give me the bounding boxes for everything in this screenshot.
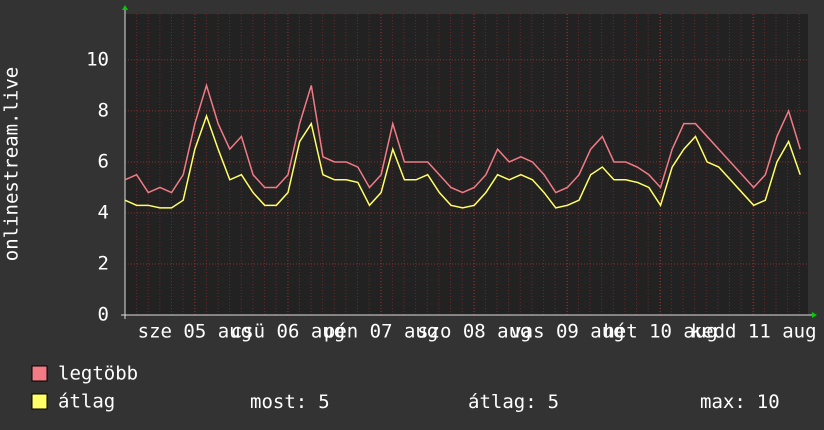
x-tick-label: szo 08 aug xyxy=(417,321,531,343)
plot-area xyxy=(125,14,808,315)
stat: max: 10 xyxy=(700,391,780,413)
y-tick-label: 0 xyxy=(98,304,109,326)
x-tick-label: pén 07 aug xyxy=(324,321,438,343)
legend-label: legtöbb xyxy=(58,363,138,385)
y-tick-label: 2 xyxy=(98,252,109,274)
x-tick-label: csü 06 aug xyxy=(231,321,345,343)
stat: átlag: 5 xyxy=(468,391,559,413)
stat-label: most: xyxy=(250,391,307,413)
stat-value: 5 xyxy=(318,391,329,413)
stat-value: 5 xyxy=(548,391,559,413)
legend-swatch xyxy=(31,365,48,382)
y-tick-label: 10 xyxy=(86,48,109,70)
stat: most: 5 xyxy=(250,391,330,413)
axis-arrow xyxy=(812,312,817,318)
x-tick-label: kedd 11 aug xyxy=(691,321,817,343)
y-tick-label: 8 xyxy=(98,99,109,121)
x-tick-label: vas 09 aug xyxy=(510,321,624,343)
axis-arrow xyxy=(122,5,128,10)
legend-label: átlag xyxy=(58,391,115,413)
x-tick-label: sze 05 aug xyxy=(138,321,252,343)
x-tick-label: hét 10 aug xyxy=(603,321,717,343)
y-tick-label: 4 xyxy=(98,201,109,223)
stat-label: max: xyxy=(700,391,746,413)
legend-swatch xyxy=(31,393,48,410)
stat-label: átlag: xyxy=(468,391,537,413)
y-axis-label: onlinestream.live xyxy=(1,67,23,261)
series-line xyxy=(124,113,801,209)
y-tick-label: 6 xyxy=(98,150,109,172)
stat-value: 10 xyxy=(757,391,780,413)
series-line xyxy=(124,82,801,194)
